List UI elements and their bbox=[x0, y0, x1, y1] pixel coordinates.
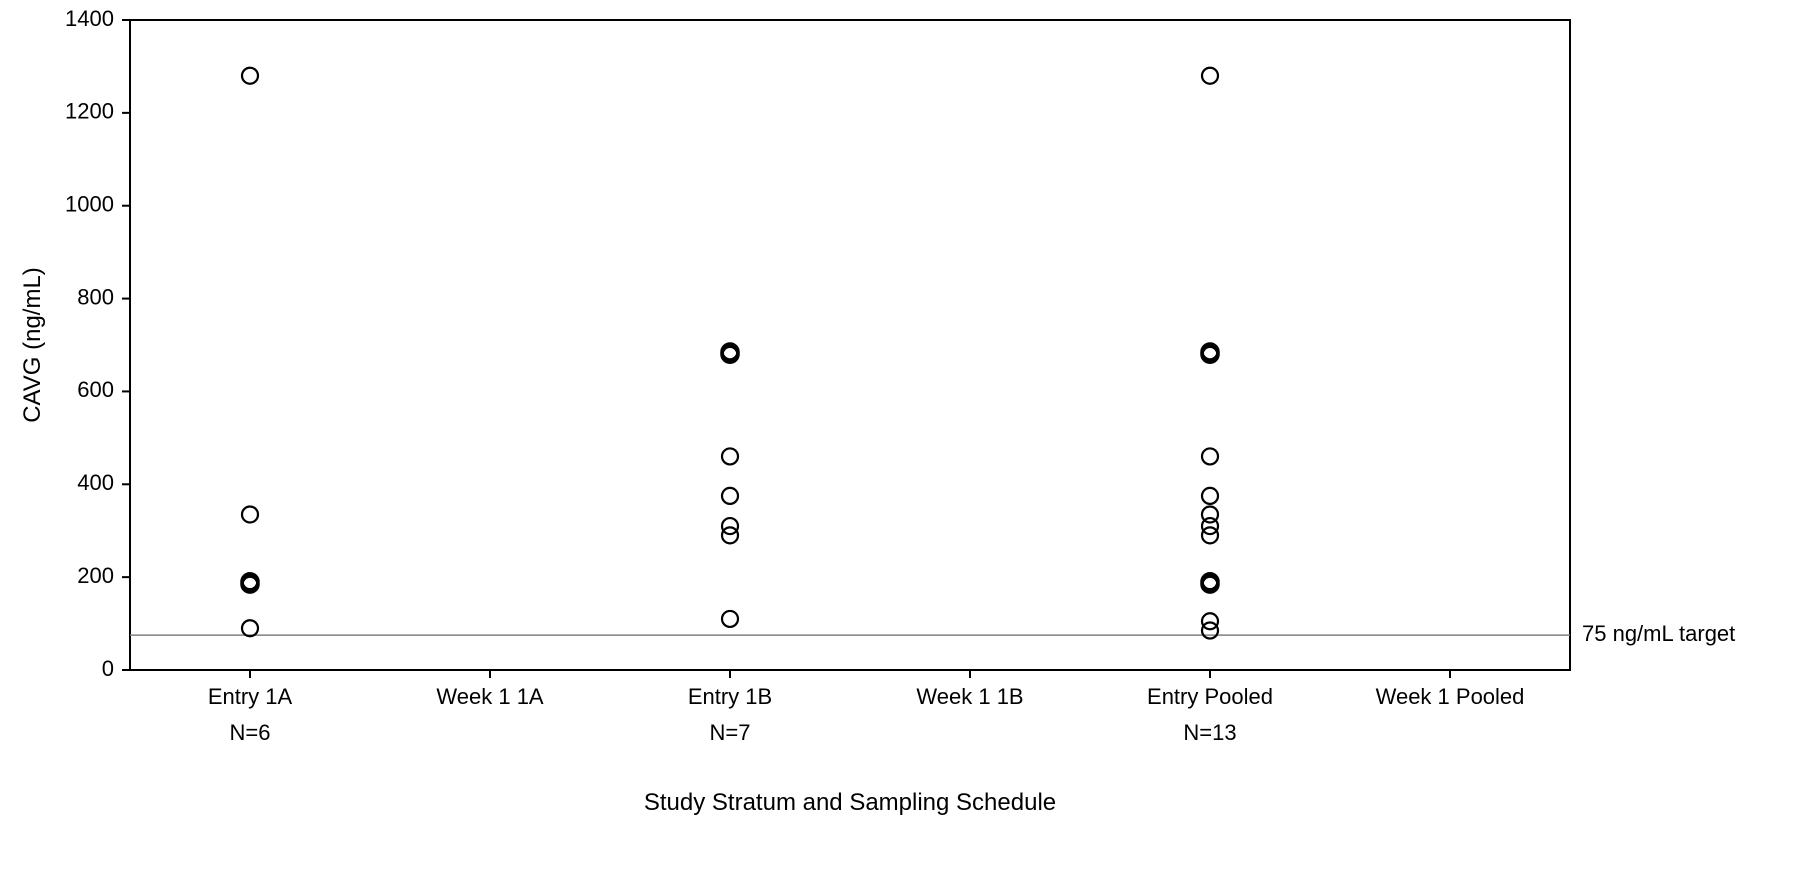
y-tick-label: 200 bbox=[77, 563, 114, 588]
x-tick-label: Entry 1A bbox=[208, 684, 293, 709]
cavg-scatter-chart: 0 200 400 600 800 1000 1200 1400 CAVG (ng/mL) 75 … bbox=[0, 0, 1800, 875]
y-tick-label: 400 bbox=[77, 470, 114, 495]
x-tick-label: Entry 1B bbox=[688, 684, 772, 709]
x-tick-label: Entry Pooled bbox=[1147, 684, 1273, 709]
y-axis-label: CAVG (ng/mL) bbox=[19, 267, 46, 423]
reference-line-label: 75 ng/mL target bbox=[1582, 621, 1735, 646]
n-label: N=13 bbox=[1183, 720, 1236, 745]
n-label: N=6 bbox=[230, 720, 271, 745]
y-tick-label: 0 bbox=[102, 656, 114, 681]
x-axis-label: Study Stratum and Sampling Schedule bbox=[644, 789, 1056, 816]
x-tick-label: Week 1 1A bbox=[436, 684, 544, 709]
y-tick-label: 1000 bbox=[65, 192, 114, 217]
y-tick-label: 1400 bbox=[65, 6, 114, 31]
x-tick-label: Week 1 Pooled bbox=[1376, 684, 1525, 709]
chart-svg: 0 200 400 600 800 1000 1200 1400 CAVG (ng/mL) 75 … bbox=[0, 0, 1800, 875]
y-tick-label: 1200 bbox=[65, 99, 114, 124]
n-label: N=7 bbox=[710, 720, 751, 745]
x-tick-label: Week 1 1B bbox=[916, 684, 1023, 709]
y-tick-label: 800 bbox=[77, 284, 114, 309]
y-tick-label: 600 bbox=[77, 377, 114, 402]
